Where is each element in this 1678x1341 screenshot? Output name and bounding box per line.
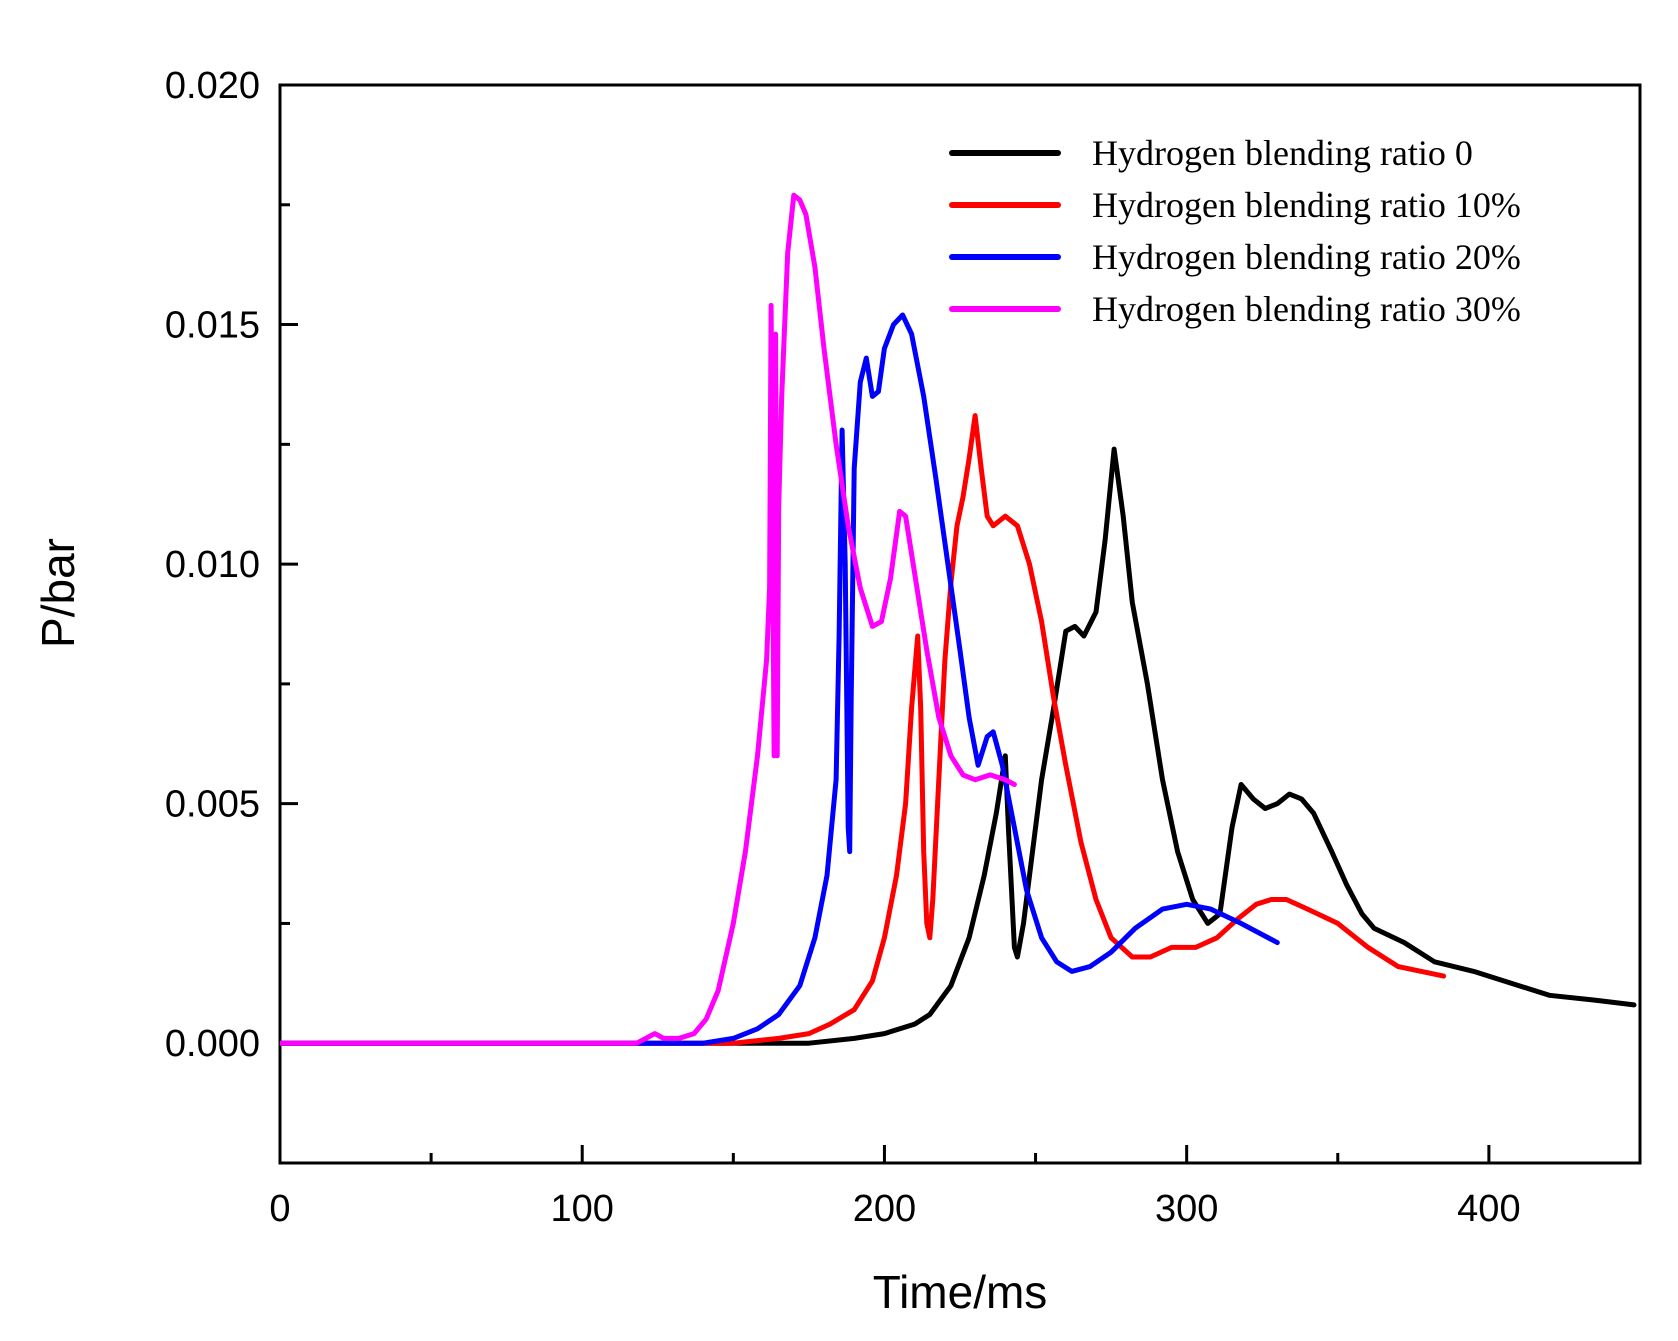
- series-line-0: [280, 446, 1637, 1046]
- x-axis-title: Time/ms: [873, 1266, 1048, 1318]
- legend-label-1: Hydrogen blending ratio 10%: [1092, 185, 1521, 225]
- legend-label-2: Hydrogen blending ratio 20%: [1092, 237, 1521, 277]
- x-tick-label: 200: [853, 1188, 916, 1230]
- plot-area-frame: [278, 83, 1642, 1165]
- x-tick-label: 0: [269, 1188, 290, 1230]
- x-axis-ticks: 0 100 200 300 400: [269, 1145, 1521, 1230]
- y-axis-ticks: 0.000 0.005 0.010 0.015 0.020: [165, 65, 298, 1165]
- x-tick-label: 300: [1155, 1188, 1218, 1230]
- y-tick-label: 0.000: [165, 1023, 260, 1065]
- y-tick-label: 0.020: [165, 65, 260, 107]
- series-line-2: [280, 312, 1280, 1046]
- legend-label-0: Hydrogen blending ratio 0: [1092, 133, 1473, 173]
- x-tick-label: 400: [1457, 1188, 1520, 1230]
- series-line-3: [280, 192, 1017, 1046]
- y-tick-label: 0.005: [165, 784, 260, 826]
- legend: Hydrogen blending ratio 0 Hydrogen blendi…: [949, 133, 1521, 329]
- y-tick-label: 0.015: [165, 305, 260, 347]
- legend-label-3: Hydrogen blending ratio 30%: [1092, 289, 1521, 329]
- y-axis-title: P/bar: [32, 538, 84, 648]
- x-tick-label: 100: [551, 1188, 614, 1230]
- series-line-1: [280, 413, 1447, 1046]
- y-tick-label: 0.010: [165, 544, 260, 586]
- series-lines: [280, 192, 1637, 1046]
